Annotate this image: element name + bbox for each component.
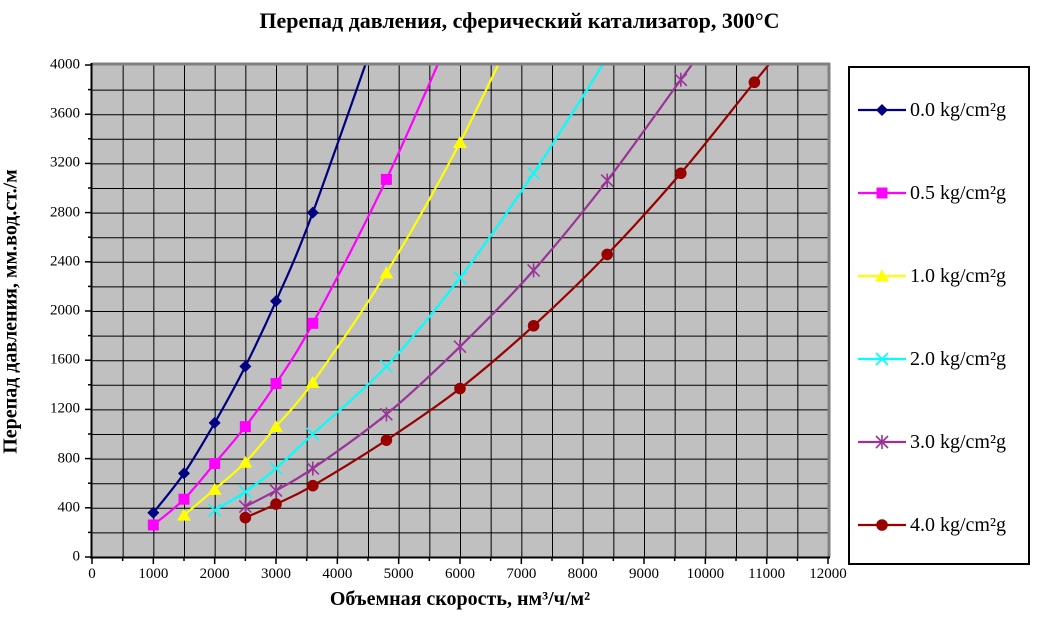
legend-label: 0.5 kg/cm²g <box>910 181 1006 204</box>
series-0.5 kg/cm²g <box>147 65 439 531</box>
y-tick-label: 2000 <box>50 302 80 319</box>
y-tick-label: 3600 <box>50 105 80 122</box>
series-line <box>244 65 693 508</box>
gridlines <box>92 65 828 557</box>
x-tick-label: 0 <box>88 566 96 582</box>
legend-swatch-circle-icon <box>858 519 906 531</box>
legend-swatch-triangle-icon <box>858 269 906 282</box>
legend-label: 0.0 kg/cm²g <box>910 98 1006 121</box>
series-markers <box>147 206 319 519</box>
x-tick-label: 3000 <box>261 566 291 582</box>
series-4.0 kg/cm²g <box>239 65 770 524</box>
series-line <box>244 65 770 519</box>
legend-item: 4.0 kg/cm²g <box>858 512 1006 538</box>
y-tick-label: 3200 <box>50 154 80 171</box>
legend-item: 0.0 kg/cm²g <box>858 97 1006 123</box>
legend-item: 1.0 kg/cm²g <box>858 263 1006 289</box>
x-tick-label: 4000 <box>322 566 353 582</box>
x-tick-label: 5000 <box>383 566 414 582</box>
x-tick-label: 9000 <box>629 566 659 582</box>
x-tick-label: 12000 <box>809 566 847 582</box>
series-3.0 kg/cm²g <box>238 65 693 514</box>
legend-swatch-x-icon <box>858 352 906 366</box>
x-tick-label: 7000 <box>506 566 537 582</box>
y-axis-title: Перепад давления, мм.вод.ст./м <box>0 169 22 454</box>
series-curves <box>147 65 770 531</box>
series-markers <box>239 76 761 524</box>
legend-label: 1.0 kg/cm²g <box>910 264 1006 287</box>
series-markers <box>208 166 541 517</box>
y-tick-label: 2800 <box>50 204 80 221</box>
y-tick-label: 400 <box>57 499 81 516</box>
chart-title: Перепад давления, сферический катализато… <box>259 8 780 33</box>
series-2.0 kg/cm²g <box>208 65 604 517</box>
x-tick-label: 2000 <box>199 566 230 582</box>
series-0.0 kg/cm²g <box>147 65 367 519</box>
legend-swatch-asterisk-icon <box>858 435 906 449</box>
y-tick-label: 800 <box>57 450 81 467</box>
y-tick-label: 4000 <box>50 56 80 73</box>
legend-swatch-square-icon <box>858 187 906 199</box>
legend-label: 2.0 kg/cm²g <box>910 347 1006 370</box>
series-line <box>183 65 500 517</box>
y-tick-label: 0 <box>72 548 81 565</box>
legend-item: 2.0 kg/cm²g <box>858 346 1006 372</box>
series-markers <box>147 173 392 531</box>
x-axis-title: Объемная скорость, нм³/ч/м² <box>329 588 591 610</box>
legend-label: 3.0 kg/cm²g <box>910 430 1006 453</box>
x-tick-label: 1000 <box>138 566 169 582</box>
series-markers <box>238 72 688 514</box>
legend-swatch-diamond-icon <box>858 104 906 116</box>
y-tick-label: 1200 <box>50 400 80 417</box>
series-line <box>152 65 367 514</box>
series-1.0 kg/cm²g <box>177 65 500 521</box>
x-tick-label: 10000 <box>686 566 725 582</box>
x-tick-label: 11000 <box>748 566 786 582</box>
legend-item: 3.0 kg/cm²g <box>858 429 1006 455</box>
x-tick-label: 8000 <box>567 566 598 582</box>
legend-label: 4.0 kg/cm²g <box>910 513 1006 536</box>
y-tick-label: 1600 <box>50 351 80 368</box>
series-markers <box>177 135 467 521</box>
legend: 0.0 kg/cm²g 0.5 kg/cm²g 1.0 kg/cm²g 2.0 kg/… <box>848 66 1030 565</box>
y-tick-label: 2400 <box>50 253 80 270</box>
legend-item: 0.5 kg/cm²g <box>858 180 1006 206</box>
x-tick-label: 6000 <box>445 566 475 582</box>
